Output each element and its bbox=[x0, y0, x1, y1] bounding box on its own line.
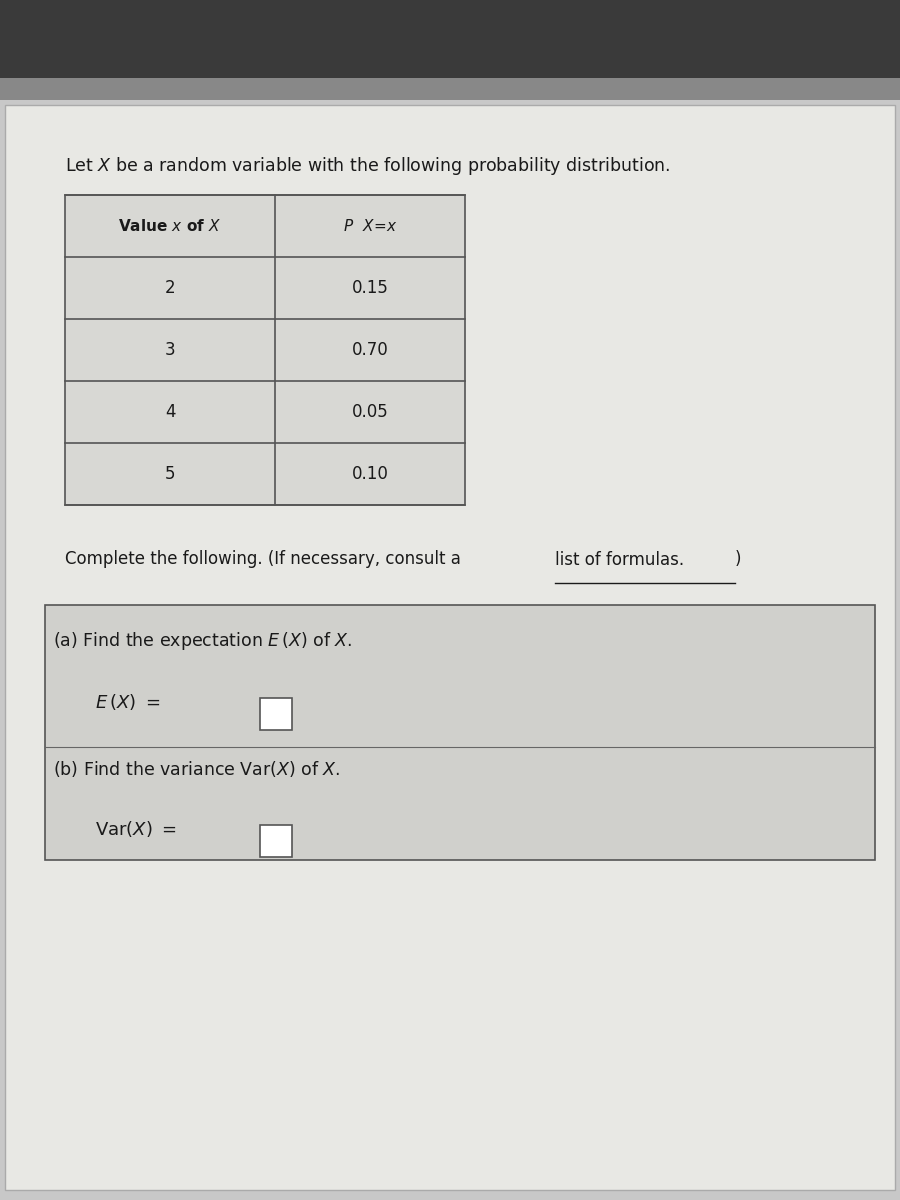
Text: (a) Find the expectation $E\,(X)$ of $X$.: (a) Find the expectation $E\,(X)$ of $X$… bbox=[53, 630, 352, 652]
Text: 4: 4 bbox=[165, 403, 176, 421]
Text: 5: 5 bbox=[165, 464, 176, 482]
Text: 0.70: 0.70 bbox=[352, 341, 389, 359]
FancyBboxPatch shape bbox=[0, 78, 900, 100]
Text: (b) Find the variance Var$(X)$ of $X$.: (b) Find the variance Var$(X)$ of $X$. bbox=[53, 758, 340, 779]
Text: 0.10: 0.10 bbox=[352, 464, 389, 482]
Text: Value $x$ of $X$: Value $x$ of $X$ bbox=[118, 218, 221, 234]
Text: 3: 3 bbox=[165, 341, 176, 359]
Text: $E\,(X)\ =\ $: $E\,(X)\ =\ $ bbox=[95, 692, 160, 712]
Text: 0.15: 0.15 bbox=[352, 278, 389, 296]
Text: Var$(X)\ =\ $: Var$(X)\ =\ $ bbox=[95, 818, 176, 839]
FancyBboxPatch shape bbox=[260, 698, 292, 730]
Text: $P\ \ X\!=\!x$: $P\ \ X\!=\!x$ bbox=[343, 218, 397, 234]
FancyBboxPatch shape bbox=[5, 104, 895, 1190]
Text: 0.05: 0.05 bbox=[352, 403, 389, 421]
FancyBboxPatch shape bbox=[0, 0, 900, 80]
Text: list of formulas.: list of formulas. bbox=[555, 551, 684, 569]
FancyBboxPatch shape bbox=[65, 194, 465, 505]
Text: 2: 2 bbox=[165, 278, 176, 296]
Text: Complete the following. (If necessary, consult a: Complete the following. (If necessary, c… bbox=[65, 550, 466, 568]
Text: ): ) bbox=[735, 550, 742, 568]
FancyBboxPatch shape bbox=[260, 824, 292, 857]
FancyBboxPatch shape bbox=[45, 605, 875, 860]
Text: Let $\mathit{X}$ be a random variable with the following probability distributio: Let $\mathit{X}$ be a random variable wi… bbox=[65, 155, 670, 176]
